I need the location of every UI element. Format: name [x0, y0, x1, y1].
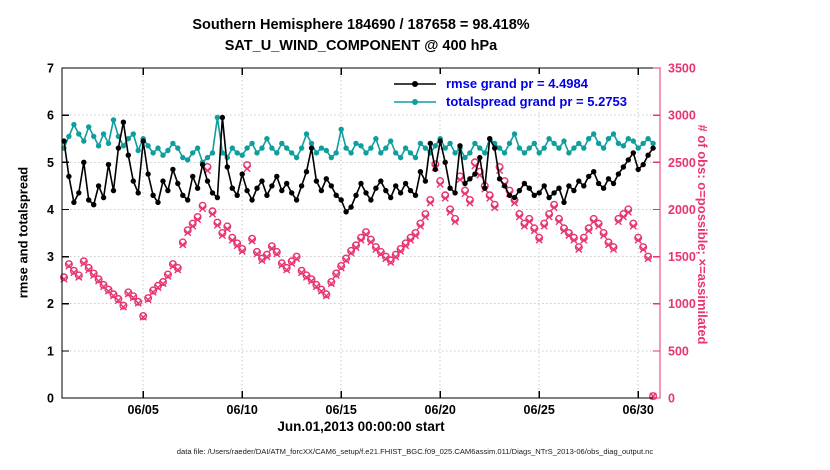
- y-left-tick-label: 7: [47, 62, 54, 76]
- y-axis-label-right: # of obs: o=possible; ×=assimilated: [695, 124, 710, 345]
- x-tick-label: 06/10: [227, 403, 258, 417]
- x-tick-label: 06/30: [623, 403, 654, 417]
- y-right-tick-label: 1500: [668, 250, 696, 264]
- tick-labels: 06/05 06/10 06/15 06/20 06/25 06/30 0 1 2 3 4 5 6 7 0 5…: [47, 62, 696, 418]
- legend-item-totalspread: totalspread grand pr = 5.2753: [392, 94, 627, 109]
- totalspread-line-sample: [394, 98, 436, 105]
- legend: rmse grand pr = 4.4984 totalspread grand…: [386, 74, 633, 111]
- x-tick-label: 06/20: [425, 403, 456, 417]
- y-right-tick-label: 3500: [668, 62, 696, 76]
- y-left-tick-label: 1: [47, 344, 54, 358]
- data-file-caption: data file: /Users/raeder/DAI/ATM_forcXX/…: [176, 447, 654, 456]
- chart-title-line2: SAT_U_WIND_COMPONENT @ 400 hPa: [224, 38, 498, 54]
- rmse-series: [61, 114, 656, 215]
- x-axis-label: Jun.01,2013 00:00:00 start: [277, 419, 445, 434]
- y-right-tick-label: 3000: [668, 109, 696, 123]
- x-tick-label: 06/15: [326, 403, 357, 417]
- y-axis-label-left: rmse and totalspread: [15, 166, 31, 299]
- y-left-tick-label: 2: [47, 297, 54, 311]
- legend-item-rmse: rmse grand pr = 4.4984: [392, 76, 627, 91]
- y-right-tick-label: 2500: [668, 156, 696, 170]
- chart-title: Southern Hemisphere 184690 / 187658 = 98…: [62, 15, 660, 57]
- x-tick-label: 06/25: [524, 403, 555, 417]
- y-right-tick-label: 1000: [668, 297, 696, 311]
- x-tick-label: 06/05: [128, 403, 159, 417]
- legend-label-rmse: rmse grand pr = 4.4984: [446, 76, 588, 91]
- totalspread-series: [61, 114, 656, 165]
- y-left-tick-label: 5: [47, 156, 54, 170]
- legend-label-totalspread: totalspread grand pr = 5.2753: [446, 94, 627, 109]
- chart-title-line1: Southern Hemisphere 184690 / 187658 = 98…: [192, 17, 530, 33]
- axes-frame: [61, 67, 661, 399]
- y-right-tick-label: 2000: [668, 203, 696, 217]
- y-left-tick-label: 4: [47, 203, 54, 217]
- obs-x-markers: [60, 162, 657, 400]
- y-left-tick-label: 3: [47, 250, 54, 264]
- rmse-line-sample: [394, 80, 436, 87]
- y-right-tick-label: 500: [668, 344, 689, 358]
- y-right-tick-label: 0: [668, 392, 675, 406]
- gridlines: [62, 68, 660, 398]
- y-left-tick-label: 6: [47, 109, 54, 123]
- y-left-tick-label: 0: [47, 392, 54, 406]
